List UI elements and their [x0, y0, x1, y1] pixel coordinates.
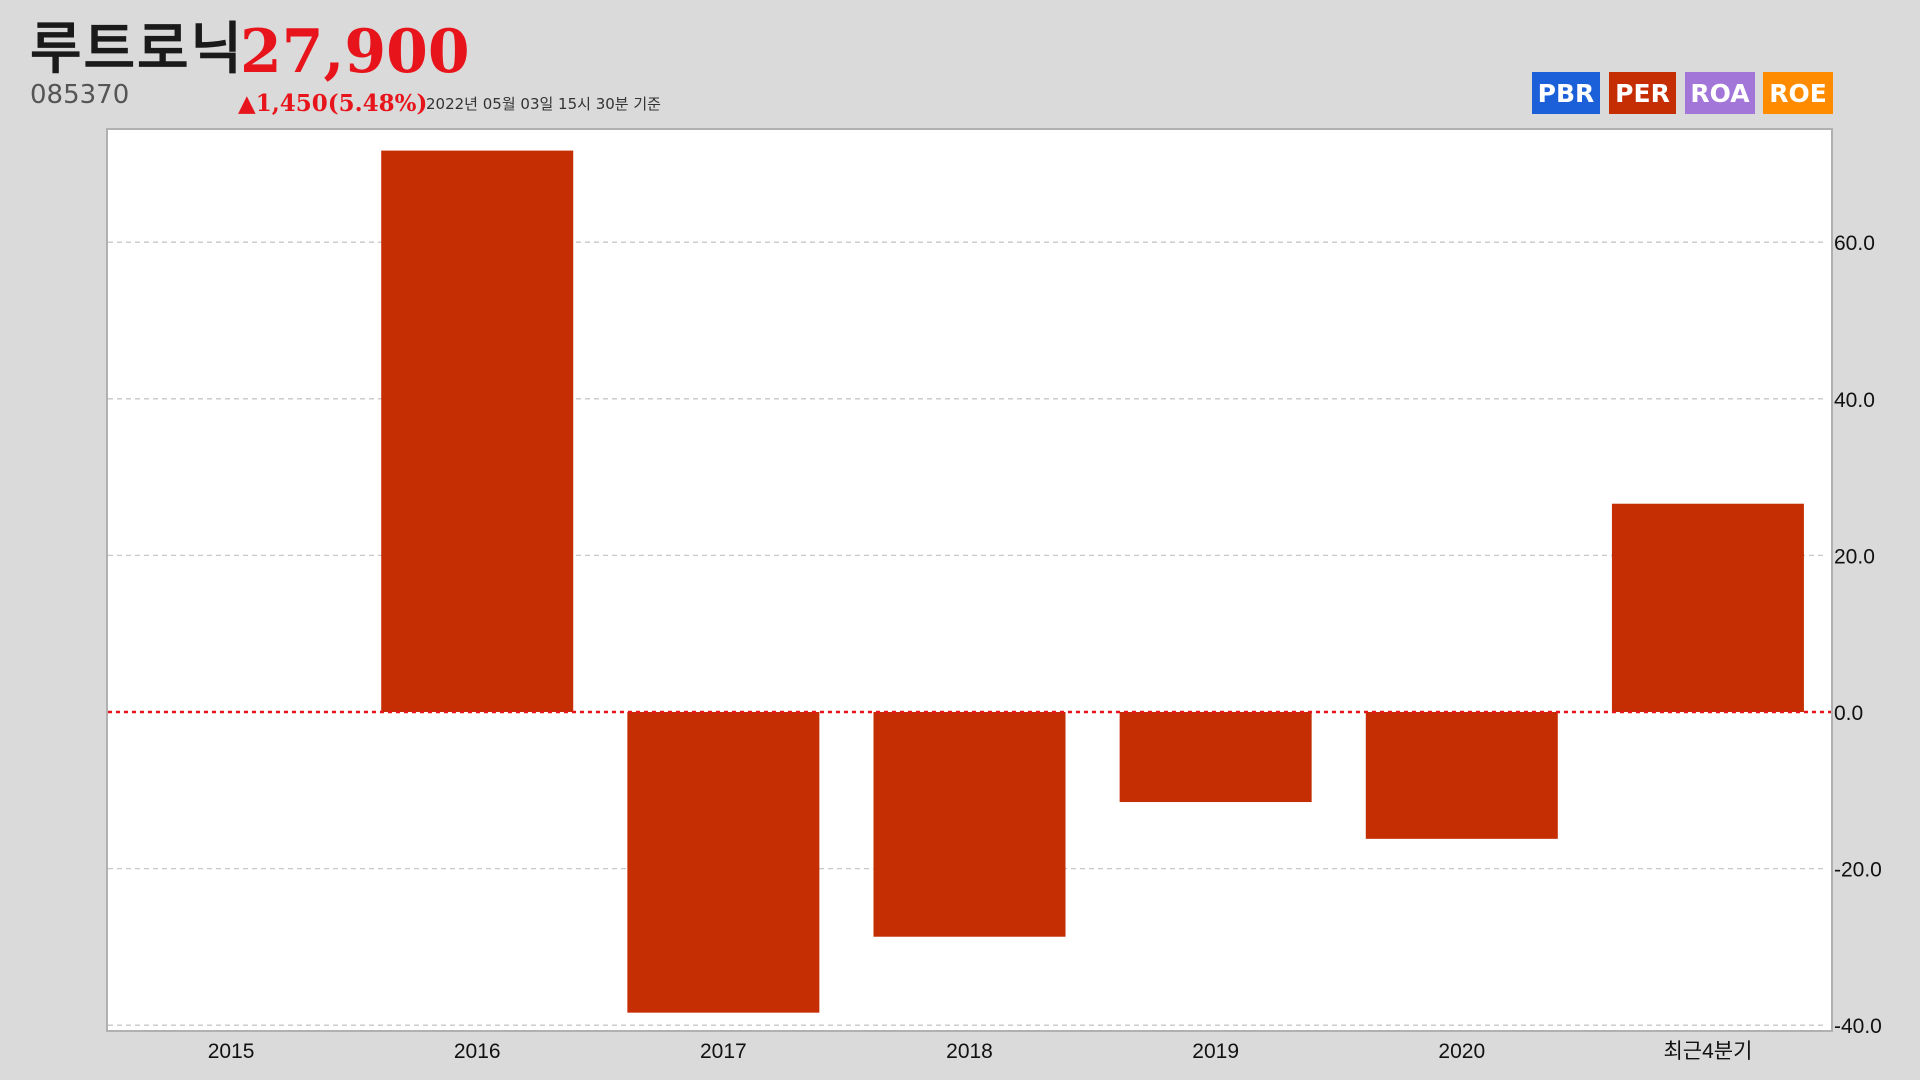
bar-2017[interactable] [627, 712, 820, 1013]
bar-2018[interactable] [873, 712, 1066, 937]
x-tick-label: 2017 [700, 1040, 747, 1063]
legend-per-button[interactable]: PER [1609, 72, 1676, 114]
x-tick-label: 2016 [454, 1040, 501, 1063]
y-tick-label: 40.0 [1834, 389, 1875, 412]
y-tick-label: -40.0 [1834, 1015, 1882, 1038]
stock-price: 27,900 [240, 17, 470, 87]
legend-roa-button[interactable]: ROA [1685, 72, 1755, 114]
x-tick-label: 2019 [1192, 1040, 1239, 1063]
bar-2020[interactable] [1365, 712, 1558, 839]
legend-roe-button[interactable]: ROE [1763, 72, 1833, 114]
as-of-date: 2022년 05월 03일 15시 30분 기준 [426, 95, 661, 113]
legend-pbr-button[interactable]: PBR [1532, 72, 1600, 114]
bar-최근4분기[interactable] [1611, 503, 1804, 712]
y-tick-label: -20.0 [1834, 859, 1882, 882]
price-change: ▲1,450(5.48%) [238, 90, 428, 117]
company-name: 루트로닉 [30, 17, 245, 82]
bar-2016[interactable] [381, 150, 574, 713]
x-tick-label: 2020 [1438, 1040, 1485, 1063]
x-tick-label: 최근4분기 [1663, 1040, 1752, 1063]
stock-code: 085370 [30, 80, 130, 110]
x-tick-label: 2018 [946, 1040, 993, 1063]
bar-2019[interactable] [1119, 712, 1312, 803]
y-tick-label: 0.0 [1834, 702, 1863, 725]
x-tick-label: 2015 [208, 1040, 255, 1063]
y-tick-label: 20.0 [1834, 545, 1875, 568]
y-tick-label: 60.0 [1834, 232, 1875, 255]
